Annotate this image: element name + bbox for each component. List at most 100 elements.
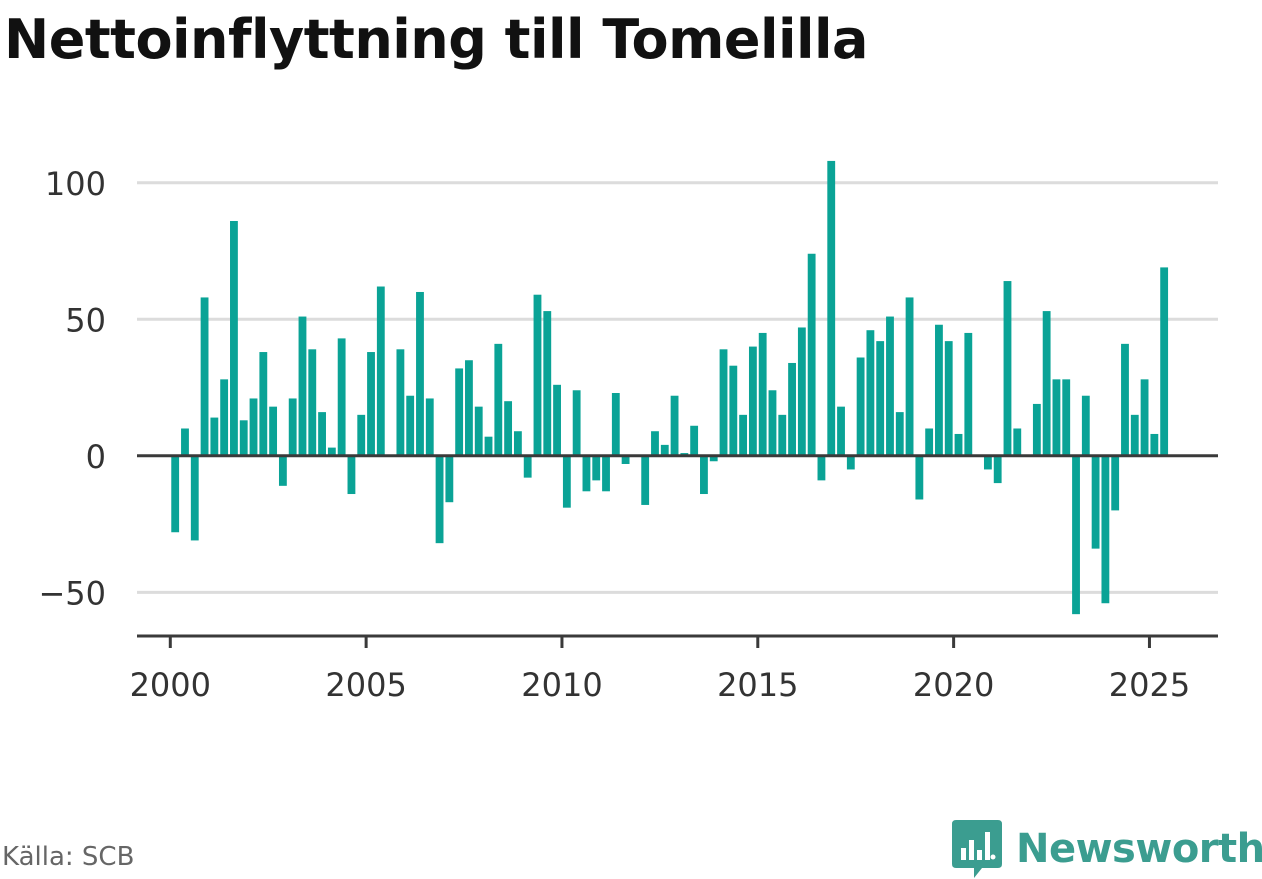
bar: [886, 316, 894, 456]
x-tick-label: 2010: [521, 666, 602, 704]
bar: [660, 444, 669, 456]
x-tick-label: 2000: [130, 666, 211, 704]
bar: [298, 316, 307, 456]
x-tick-label: 2020: [913, 666, 994, 704]
bar: [983, 455, 992, 470]
bar: [269, 406, 278, 456]
bar: [964, 332, 973, 456]
bar: [807, 253, 816, 456]
bar: [641, 455, 650, 505]
bar: [1081, 395, 1090, 456]
source-note: Källa: SCB: [2, 842, 135, 872]
bar: [200, 297, 209, 456]
bar: [690, 425, 699, 456]
bar: [1032, 403, 1041, 456]
bar-series: [171, 160, 1169, 615]
bar: [1101, 455, 1110, 604]
bar: [876, 341, 885, 456]
bar: [1130, 414, 1139, 456]
bar: [435, 455, 444, 544]
bar: [1042, 311, 1051, 456]
bar: [748, 346, 757, 456]
bar: [1121, 343, 1129, 456]
bar: [1140, 379, 1149, 456]
bar: [709, 455, 718, 462]
bar: [445, 455, 454, 503]
bar: [602, 455, 610, 492]
y-tick-label: −50: [38, 574, 106, 612]
bar: [1052, 379, 1061, 456]
bar: [239, 420, 248, 456]
bar: [1013, 428, 1022, 456]
bar: [582, 455, 591, 492]
bar: [259, 352, 268, 456]
bar: [318, 412, 326, 456]
bar: [523, 455, 532, 478]
y-axis-tick-labels: 100 50 0 −50: [38, 165, 106, 613]
bar: [778, 414, 787, 456]
bar: [553, 384, 561, 456]
bar: [210, 417, 219, 456]
bar: [611, 393, 620, 456]
y-tick-label: 50: [65, 301, 106, 339]
bar: [181, 428, 189, 456]
bar: [925, 428, 934, 456]
bar: [230, 220, 238, 456]
bar: [504, 401, 513, 456]
bar: [670, 395, 679, 456]
bar: [621, 455, 630, 464]
bar-chart-logo-icon: [952, 820, 1002, 878]
bar: [484, 436, 493, 456]
bar: [758, 332, 767, 456]
x-tick-label: 2005: [325, 666, 406, 704]
bar: [562, 455, 571, 508]
x-axis-tick-labels: 2000 2005 2010 2015 2020 2025: [130, 666, 1191, 704]
bar: [513, 431, 522, 456]
chart-title: Nettoinflyttning till Tomelilla: [4, 8, 868, 71]
bar: [249, 398, 258, 456]
bar: [220, 379, 229, 456]
bar: [455, 368, 464, 456]
bar: [572, 390, 581, 456]
bar: [327, 447, 336, 456]
bar: [1160, 267, 1169, 456]
bar: [376, 286, 385, 456]
bar: [543, 311, 552, 456]
bar: [846, 455, 855, 470]
bar: [416, 291, 424, 456]
bar: [837, 406, 845, 456]
brand-logo: Newsworthy: [952, 820, 1262, 878]
bar: [406, 395, 415, 456]
bar: [719, 349, 728, 456]
bar: [367, 352, 375, 456]
bar: [396, 349, 405, 456]
bar: [895, 412, 904, 456]
x-tick-label: 2015: [717, 666, 798, 704]
bar: [856, 357, 865, 456]
bar: [533, 294, 542, 456]
bar: [651, 431, 659, 456]
y-tick-label: 100: [45, 165, 106, 203]
bar: [827, 160, 836, 456]
bar: [592, 455, 601, 481]
bar: [729, 365, 738, 456]
bar: [308, 349, 317, 456]
brand-name: Newsworthy: [1016, 826, 1262, 872]
bar: [1062, 379, 1071, 456]
bar: [1091, 455, 1100, 549]
bar: [944, 341, 953, 456]
bar: [993, 455, 1002, 484]
y-tick-label: 0: [86, 438, 106, 476]
bar: [817, 455, 826, 481]
bar: [954, 433, 963, 456]
gridlines: [137, 181, 1218, 594]
axes: [137, 454, 1218, 648]
bar: [700, 455, 708, 495]
bar: [905, 297, 914, 456]
bar: [1150, 433, 1159, 456]
bar: [788, 362, 796, 456]
bar: [288, 398, 297, 456]
bar: [1111, 455, 1120, 511]
bar: [768, 390, 777, 456]
